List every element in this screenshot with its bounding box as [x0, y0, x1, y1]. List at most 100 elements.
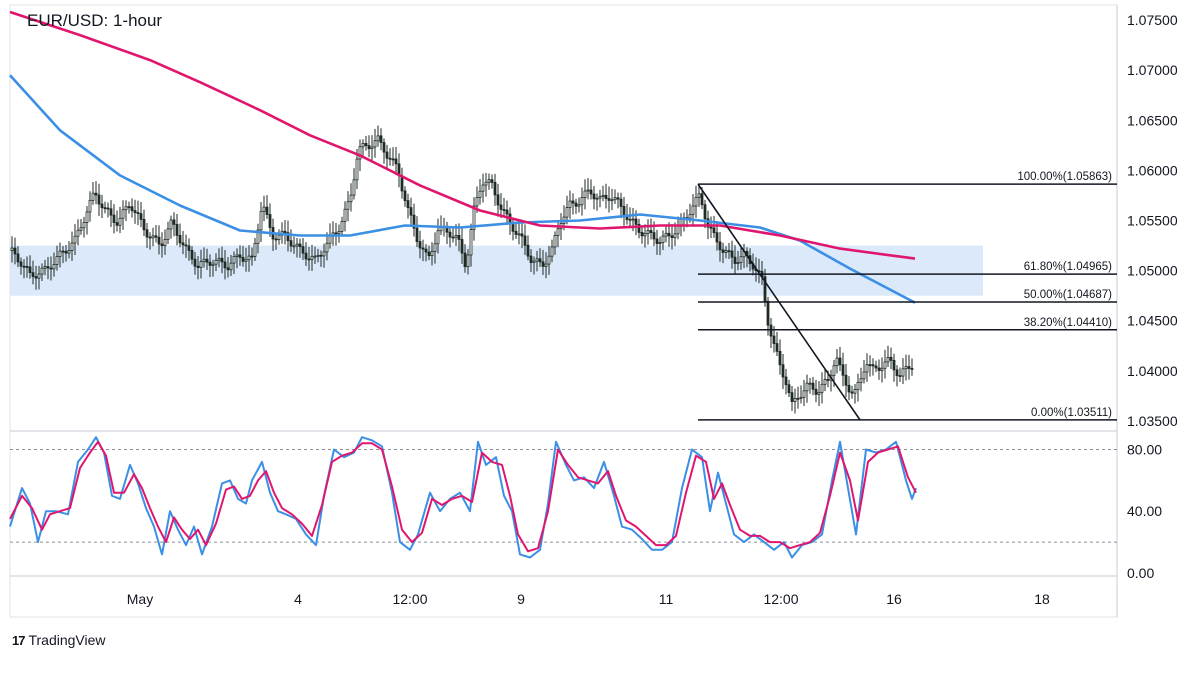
candle-body [94, 192, 98, 196]
candle-body [595, 197, 599, 200]
candle-body [238, 254, 242, 258]
candle-body [388, 157, 392, 160]
candle-body [604, 194, 608, 199]
candle-body [712, 227, 716, 234]
candle-body [577, 204, 581, 207]
candle-body [208, 261, 212, 266]
candle-body [880, 367, 884, 371]
candle-body [580, 197, 584, 206]
candle-body [538, 258, 542, 263]
candle-body [493, 181, 497, 196]
fib-level-label: 38.20%(1.04410) [1024, 317, 1112, 329]
candle-body [403, 190, 407, 201]
candle-body [160, 243, 164, 247]
axes: 1.07500 1.07000 1.06500 1.06000 1.05500 1.050… [127, 12, 1178, 607]
candle-body [568, 200, 572, 208]
candle-body [97, 194, 101, 205]
candle-body [697, 193, 701, 198]
candle-body [175, 223, 179, 236]
candle-body [382, 142, 386, 153]
time-tick-label: 11 [659, 591, 674, 607]
candle-body [82, 222, 86, 229]
candle-body [631, 218, 635, 221]
candle-body [874, 365, 878, 369]
candle-body [487, 179, 491, 183]
candle-body [727, 250, 731, 253]
candle-body [649, 230, 653, 234]
candle-body [370, 146, 374, 150]
candle-body [664, 232, 668, 237]
candle-body [391, 158, 395, 161]
candle-body [499, 204, 503, 210]
candle-body [406, 200, 410, 209]
candle-body [598, 196, 602, 199]
candle-body [364, 143, 368, 146]
candle-body [268, 214, 272, 228]
candle-body [868, 364, 872, 367]
candle-body [571, 200, 575, 204]
candle-body [109, 208, 113, 216]
candle-body [349, 194, 353, 203]
candle-body [211, 263, 215, 266]
candle-body [490, 179, 494, 183]
candle-body [892, 359, 896, 371]
candle-body [253, 242, 257, 257]
candle-body [661, 235, 665, 243]
tradingview-brand[interactable]: 17 TradingView [12, 632, 106, 648]
candle-body [358, 146, 362, 160]
candle-body [292, 245, 296, 248]
candle-body [673, 233, 677, 239]
candle-body [796, 397, 800, 400]
candle-body [46, 266, 50, 269]
candle-body [220, 257, 224, 263]
candle-body [886, 356, 890, 363]
candle-body [835, 357, 839, 367]
candle-body [379, 135, 383, 143]
candle-body [823, 379, 827, 385]
candle-body [502, 209, 506, 211]
candle-body [853, 389, 857, 394]
candle-body [865, 364, 869, 373]
candle-body [484, 181, 488, 186]
candle-body [259, 210, 263, 231]
candle-body [313, 255, 317, 258]
candle-body [250, 255, 254, 258]
candle-body [340, 221, 344, 232]
trendline [697, 183, 861, 421]
candle-body [592, 193, 596, 200]
stochastic-tick-label: 80.00 [1127, 442, 1162, 458]
candle-body [889, 356, 893, 361]
stochastic-k-line [9, 436, 917, 559]
candle-body [49, 267, 53, 270]
candle-body [154, 235, 158, 238]
candle-body [670, 235, 674, 239]
candle-body [778, 350, 782, 366]
candle-body [385, 151, 389, 159]
candle-body [643, 233, 647, 237]
candle-body [298, 243, 302, 248]
candle-body [658, 242, 662, 244]
candle-body [145, 229, 149, 238]
candle-body [13, 247, 17, 255]
candle-body [235, 254, 239, 257]
candle-body [802, 390, 806, 398]
candle-body [532, 260, 536, 263]
candle-body [526, 244, 530, 257]
candle-body [904, 366, 908, 370]
support-zone [10, 245, 983, 296]
candle-body [466, 254, 470, 268]
candle-body [832, 365, 836, 376]
candle-body [163, 239, 167, 247]
candle-body [871, 364, 875, 367]
candle-body [520, 233, 524, 237]
candle-body [247, 255, 251, 261]
candle-body [589, 189, 593, 195]
candle-body [574, 202, 578, 207]
price-pane: 100.00%(1.05863) 61.80%(1.04965) 50.00%(1.… [9, 10, 1117, 421]
candle-body [73, 235, 77, 244]
candle-body [898, 375, 902, 378]
candle-body [460, 239, 464, 254]
candle-body [256, 229, 260, 244]
candle-body [223, 261, 227, 269]
